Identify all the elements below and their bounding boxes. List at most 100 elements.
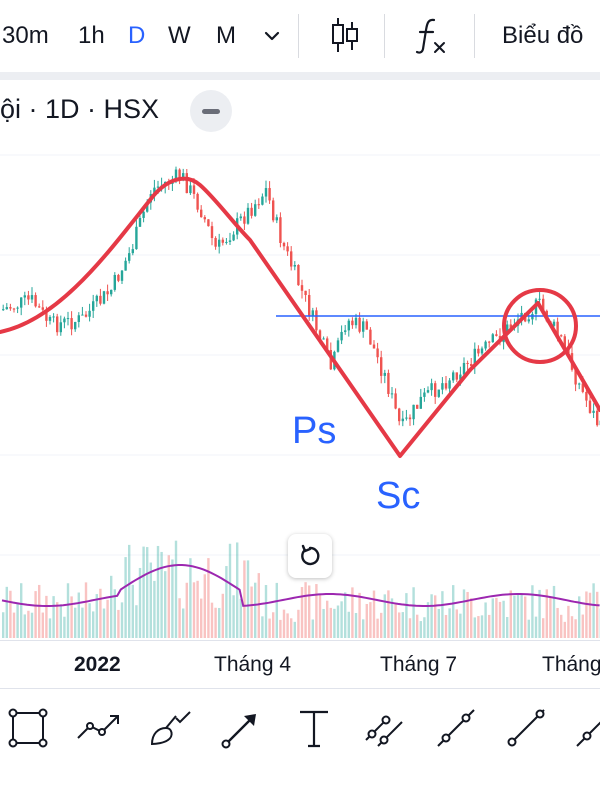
candle-body: [38, 306, 40, 307]
volume-bar: [38, 585, 40, 638]
candle-body: [315, 310, 317, 330]
collapse-legend-button[interactable]: [190, 90, 232, 132]
candle-body: [351, 321, 353, 326]
volume-bar: [312, 619, 314, 638]
volume-bar: [337, 605, 339, 638]
volume-bar: [13, 613, 15, 638]
volume-bar: [427, 602, 429, 638]
candle-body: [258, 204, 260, 205]
candle-body: [63, 319, 65, 323]
volume-bar: [333, 609, 335, 638]
volume-bar: [571, 616, 573, 638]
volume-bar: [88, 603, 90, 638]
ray-line-icon[interactable]: [502, 704, 550, 752]
timeframe-1h[interactable]: 1h: [78, 20, 105, 52]
candle-body: [492, 334, 494, 342]
rectangle-tool-icon[interactable]: [4, 704, 52, 752]
parallel-channel-icon[interactable]: [360, 704, 408, 752]
volume-bar: [164, 571, 166, 638]
indicators-fx-icon[interactable]: [414, 16, 448, 48]
candle-body: [135, 227, 137, 249]
volume-bar: [495, 598, 497, 638]
volume-bar: [420, 621, 422, 638]
candle-body: [387, 373, 389, 394]
candle-body: [290, 251, 292, 266]
brush-tool-icon[interactable]: [146, 704, 194, 752]
volume-bar: [168, 555, 170, 638]
timeframe-30m[interactable]: 30m: [2, 20, 49, 52]
volume-bar: [153, 581, 155, 638]
candle-body: [31, 295, 33, 299]
candle-body: [13, 309, 15, 310]
timeframe-w[interactable]: W: [168, 20, 191, 52]
path-tool-icon[interactable]: [74, 704, 122, 752]
volume-bar: [276, 583, 278, 638]
time-label-thang-4: Tháng 4: [214, 653, 291, 677]
candle-body: [578, 384, 580, 385]
candle-body: [279, 217, 281, 243]
volume-bar: [484, 602, 486, 638]
volume-bar: [236, 542, 238, 638]
candle-body: [416, 405, 418, 409]
volume-bar: [261, 616, 263, 638]
candle-body: [56, 316, 58, 332]
candle-body: [466, 363, 468, 364]
candle-body: [362, 321, 364, 331]
chart-type-button[interactable]: Biểu đồ: [502, 20, 583, 52]
volume-bar: [218, 608, 220, 638]
time-label-thang-7: Tháng 7: [380, 653, 457, 677]
candle-body: [592, 411, 594, 413]
candle-body: [211, 226, 213, 238]
candle-body: [240, 216, 242, 218]
toolbar-separator: [474, 14, 475, 58]
volume-bar: [160, 552, 162, 638]
candle-body: [276, 217, 278, 220]
candle-body: [394, 393, 396, 408]
candle-body: [301, 285, 303, 291]
candle-body: [6, 307, 8, 309]
candle-body: [16, 308, 18, 309]
volume-bar: [132, 585, 134, 638]
volume-bar: [596, 592, 598, 638]
volume-bar: [402, 612, 404, 638]
volume-bar: [92, 611, 94, 638]
text-tool-icon[interactable]: [290, 704, 338, 752]
volume-bar: [9, 591, 11, 638]
candle-body: [294, 265, 296, 267]
trend-line-icon[interactable]: [432, 704, 480, 752]
candle-body: [528, 319, 530, 321]
candle-body: [2, 309, 4, 310]
volume-bar: [366, 604, 368, 638]
time-label-thang: Tháng: [542, 653, 600, 677]
chevron-down-icon[interactable]: [262, 20, 282, 52]
volume-bar: [553, 586, 555, 638]
volume-bar: [564, 622, 566, 638]
volume-bar: [448, 608, 450, 638]
volume-bar: [582, 615, 584, 638]
volume-bar: [200, 599, 202, 638]
volume-bar: [121, 602, 123, 638]
reset-chart-button[interactable]: [288, 534, 332, 578]
volume-bar: [103, 609, 105, 638]
volume-bar: [45, 596, 47, 638]
timeframe-d[interactable]: D: [128, 20, 145, 52]
volume-bar: [182, 608, 184, 638]
candle-body: [366, 321, 368, 329]
arrow-tool-icon[interactable]: [218, 704, 266, 752]
volume-bar: [31, 613, 33, 638]
candle-body: [405, 418, 407, 419]
candle-body: [430, 383, 432, 390]
volume-bar: [369, 602, 371, 638]
volume-bar: [513, 596, 515, 638]
volume-bar: [412, 587, 414, 638]
timeframe-m[interactable]: M: [216, 20, 236, 52]
volume-bar: [85, 582, 87, 638]
volume-bar: [42, 613, 44, 638]
volume-bar: [265, 585, 267, 638]
volume-bar: [560, 615, 562, 638]
price-candles: [2, 167, 600, 430]
symbol-legend: ội · 1D · HSX: [0, 94, 159, 125]
extended-line-icon[interactable]: [566, 704, 600, 752]
volume-bar: [376, 619, 378, 638]
candlestick-icon[interactable]: [330, 16, 360, 48]
